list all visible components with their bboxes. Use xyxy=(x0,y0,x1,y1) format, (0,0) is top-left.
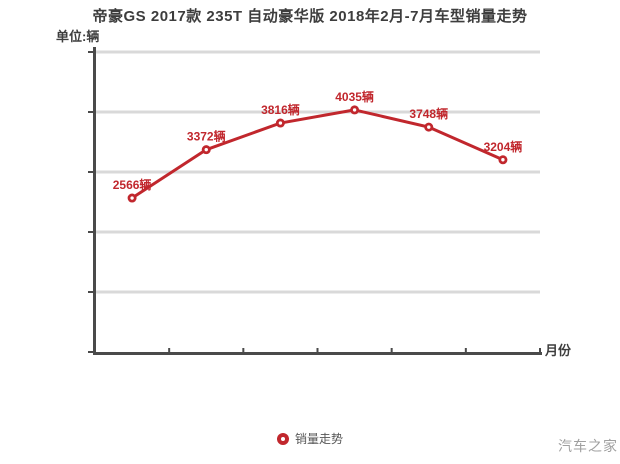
data-point-label: 3204辆 xyxy=(484,139,523,154)
data-point-center xyxy=(352,108,357,112)
data-point-center xyxy=(501,158,505,162)
data-point-center xyxy=(427,125,431,129)
y-axis-unit-label: 单位:辆 xyxy=(56,29,100,44)
chart-title: 帝豪GS 2017款 235T 自动豪华版 2018年2月-7月车型销量走势 xyxy=(92,8,528,25)
data-point-center xyxy=(278,121,283,125)
watermark-autohome: 汽车之家 xyxy=(558,438,618,454)
x-axis-label: 月份 xyxy=(545,343,572,358)
legend-series-dot-icon xyxy=(276,432,289,445)
data-point-label: 4035辆 xyxy=(335,89,374,104)
data-point-center xyxy=(130,196,134,200)
data-point-label: 2566辆 xyxy=(113,177,152,192)
legend: 销量走势 xyxy=(0,430,620,447)
sales-line xyxy=(130,108,505,200)
data-point-center xyxy=(204,147,208,152)
data-point-label: 3816辆 xyxy=(261,102,300,117)
data-point-label: 3372辆 xyxy=(187,129,226,144)
data-point-label: 3748辆 xyxy=(409,106,448,121)
legend-series-label: 销量走势 xyxy=(294,432,343,446)
